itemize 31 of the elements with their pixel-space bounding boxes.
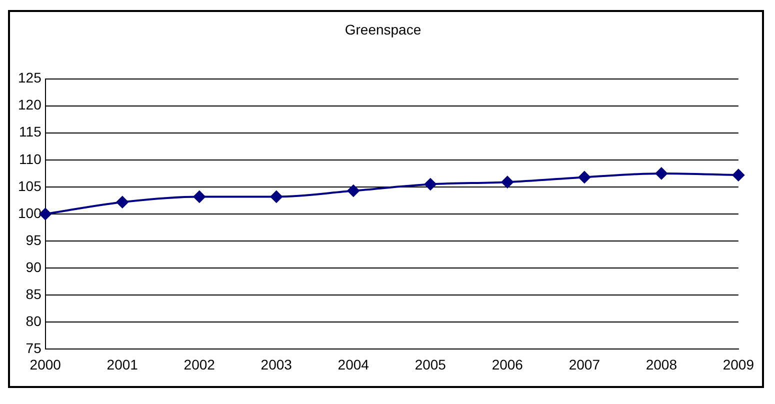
point <box>732 169 744 182</box>
y-tick-label: 120 <box>18 96 42 113</box>
x-tick-label: 2005 <box>414 356 446 372</box>
y-tick-label: 110 <box>19 150 42 167</box>
x-tick-label: 2007 <box>568 356 600 372</box>
x-tick-label: 2003 <box>260 356 292 372</box>
x-tick-label: 2002 <box>184 356 216 372</box>
y-tick-label: 75 <box>26 340 42 356</box>
x-tick-label: 2006 <box>492 356 524 372</box>
point <box>655 167 668 180</box>
point <box>193 190 206 203</box>
point <box>424 178 436 190</box>
chart-title: Greenspace <box>344 21 422 38</box>
y-tick-label: 100 <box>18 204 42 221</box>
point <box>501 176 514 188</box>
y-tick-label: 95 <box>26 232 42 248</box>
x-tick-label: 2008 <box>646 356 678 372</box>
point <box>578 171 590 184</box>
y-tick-label: 85 <box>26 286 42 302</box>
y-tick-label: 125 <box>18 70 42 86</box>
point <box>116 196 128 208</box>
x-tick-label: 2000 <box>30 356 62 372</box>
point <box>270 190 282 203</box>
y-tick-label: 90 <box>26 258 42 275</box>
x-tick-label: 2009 <box>722 356 754 372</box>
point <box>347 184 360 197</box>
y-tick-label: 115 <box>19 124 42 140</box>
x-tick-label: 2001 <box>106 356 138 372</box>
y-tick-label: 80 <box>26 313 42 330</box>
y-tick-label: 105 <box>18 178 42 194</box>
x-tick-label: 2004 <box>338 356 370 372</box>
